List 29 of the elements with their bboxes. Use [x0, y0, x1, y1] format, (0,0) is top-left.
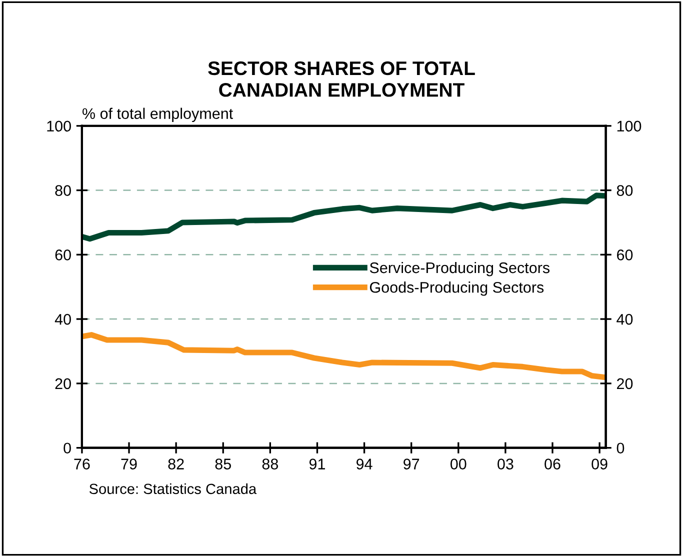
x-tick-label: 00: [450, 458, 466, 470]
legend-label: Service-Producing Sectors: [370, 262, 550, 276]
y-tick-label: 20: [55, 378, 71, 390]
y-axis-title: % of total employment: [82, 108, 233, 122]
y-tick-label: 100: [47, 120, 71, 132]
source-note: Source: Statistics Canada: [89, 483, 257, 494]
x-tick-label: 97: [404, 458, 420, 470]
x-tick-label: 79: [121, 458, 137, 470]
x-tick-label: 82: [168, 458, 184, 470]
y2-tick-label: 0: [616, 442, 624, 454]
chart-title: SECTOR SHARES OF TOTAL CANADIAN EMPLOYMENT: [208, 61, 475, 97]
x-tick-label: 85: [215, 458, 231, 470]
x-tick-label: 91: [309, 458, 325, 470]
y2-tick-label: 20: [617, 378, 633, 390]
y2-tick-label: 100: [617, 120, 642, 132]
y-tick-label: 80: [55, 185, 71, 196]
y2-tick-label: 60: [617, 250, 633, 260]
y-tick-label: 0: [64, 442, 71, 454]
x-tick-label: 88: [262, 458, 278, 470]
x-tick-label: 76: [74, 458, 90, 470]
y2-tick-label: 40: [616, 314, 633, 325]
legend-label: Goods-Producing Sectors: [370, 282, 544, 296]
x-tick-label: 06: [544, 458, 560, 470]
x-tick-label: 94: [356, 458, 372, 470]
y-tick-label: 40: [54, 314, 71, 325]
y2-tick-label: 80: [616, 185, 633, 196]
x-tick-label: 09: [592, 458, 608, 470]
x-tick-label: 03: [498, 458, 514, 470]
y-tick-label: 60: [55, 250, 71, 260]
